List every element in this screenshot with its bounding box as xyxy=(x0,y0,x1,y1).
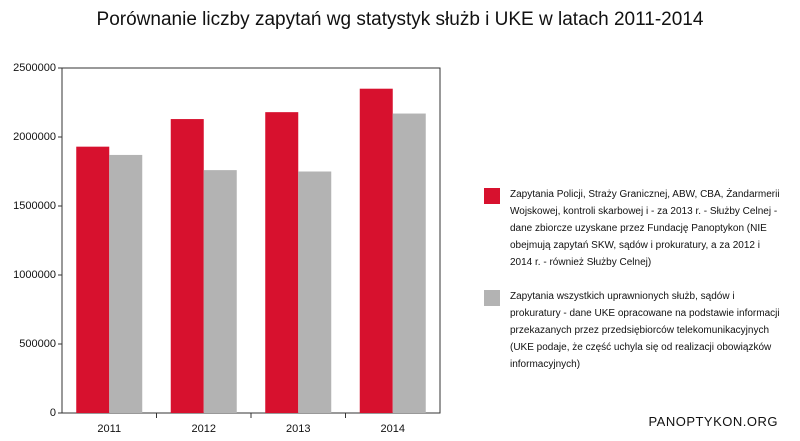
bar xyxy=(76,146,110,413)
bar xyxy=(392,113,426,413)
bar xyxy=(265,112,299,413)
y-tick-label: 1500000 xyxy=(13,200,56,212)
legend-swatch xyxy=(484,188,500,204)
y-tick-label: 500000 xyxy=(19,338,56,350)
bar xyxy=(298,171,332,413)
legend-swatch xyxy=(484,290,500,306)
legend-label: Zapytania Policji, Straży Granicznej, AB… xyxy=(510,189,780,268)
legend-label: Zapytania wszystkich uprawnionych służb,… xyxy=(510,291,780,370)
bar xyxy=(170,119,204,413)
bar xyxy=(359,88,393,413)
y-tick-label: 2500000 xyxy=(13,62,56,74)
y-tick-label: 1000000 xyxy=(13,269,56,281)
legend-item: Zapytania Policji, Straży Granicznej, AB… xyxy=(484,186,784,271)
x-tick-label: 2011 xyxy=(97,423,121,435)
x-tick-label: 2012 xyxy=(192,423,216,435)
bar xyxy=(203,170,237,413)
y-tick-label: 0 xyxy=(50,407,56,419)
x-tick-label: 2013 xyxy=(286,423,310,435)
bar xyxy=(109,154,143,413)
x-tick-label: 2014 xyxy=(381,423,405,435)
source: PANOPTYKON.ORG xyxy=(648,414,778,429)
y-tick-label: 2000000 xyxy=(13,131,56,143)
legend-item: Zapytania wszystkich uprawnionych służb,… xyxy=(484,288,784,373)
chart-title: Porównanie liczby zapytań wg statystyk s… xyxy=(97,9,704,30)
